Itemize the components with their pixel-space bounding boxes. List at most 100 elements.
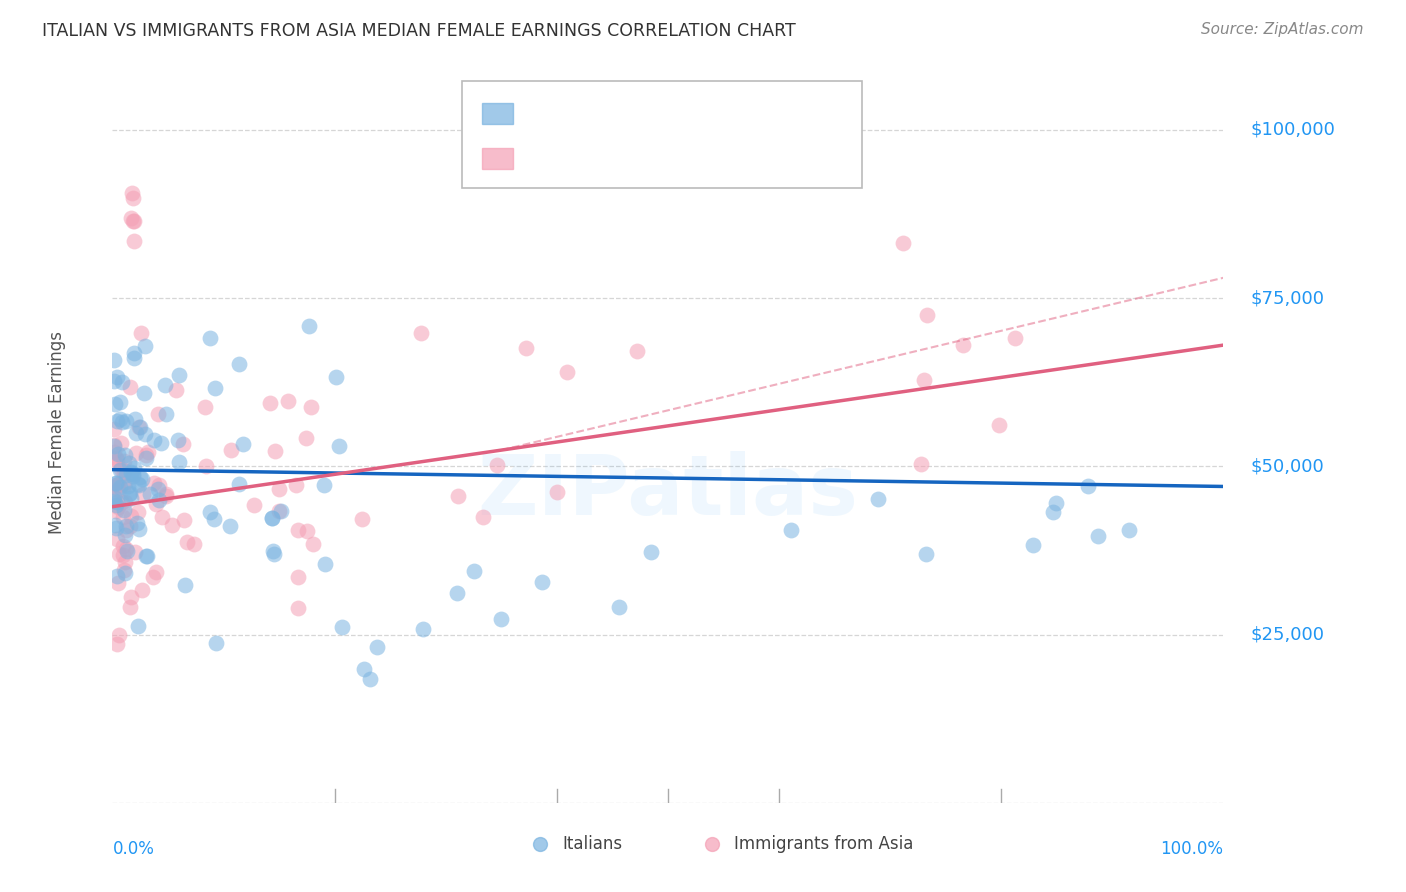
Text: Median Female Earnings: Median Female Earnings (48, 331, 66, 534)
Point (114, 464, 136, 478)
Point (262, 511, 284, 525)
Point (471, 510, 494, 524)
Point (112, 563, 135, 577)
Text: -0.044: -0.044 (593, 104, 658, 122)
Point (105, 532, 128, 546)
Point (122, 234, 145, 248)
Point (108, 628, 131, 642)
Point (115, 519, 138, 533)
Point (555, 365, 578, 379)
Point (1042, 505, 1064, 519)
Point (131, 473, 153, 487)
Point (104, 397, 127, 411)
Point (204, 381, 226, 395)
Point (112, 510, 135, 524)
Point (640, 545, 662, 559)
Point (103, 439, 125, 453)
Point (135, 450, 157, 465)
Point (446, 586, 468, 600)
Point (129, 326, 152, 340)
Point (122, 467, 145, 482)
Point (952, 337, 974, 351)
Point (111, 375, 134, 389)
Point (103, 454, 125, 468)
Point (117, 479, 139, 493)
FancyBboxPatch shape (463, 81, 862, 188)
Point (302, 537, 325, 551)
Point (110, 412, 132, 426)
Point (285, 478, 308, 492)
Point (105, 475, 128, 490)
Point (128, 419, 150, 434)
Point (124, 412, 146, 426)
Point (529, 796, 551, 810)
Point (160, 517, 183, 532)
Text: N =: N = (679, 104, 718, 122)
Point (269, 504, 291, 518)
Text: N =: N = (679, 149, 718, 167)
Text: 103: 103 (740, 149, 778, 167)
Point (122, 345, 145, 359)
Point (118, 379, 141, 393)
Point (108, 463, 131, 477)
Point (194, 400, 217, 414)
Point (145, 565, 167, 579)
Point (121, 186, 143, 201)
Point (105, 451, 128, 466)
Point (103, 444, 125, 458)
Point (115, 467, 138, 482)
Point (155, 487, 177, 501)
Point (110, 436, 132, 450)
Point (115, 541, 138, 556)
Point (117, 543, 139, 558)
Text: Italians: Italians (562, 835, 623, 853)
Point (353, 662, 375, 676)
Point (124, 214, 146, 228)
Point (204, 636, 226, 650)
Point (103, 422, 125, 436)
Point (359, 673, 381, 687)
FancyBboxPatch shape (482, 148, 513, 169)
Point (1045, 496, 1067, 510)
Point (295, 524, 318, 538)
Point (103, 490, 125, 504)
Point (485, 458, 508, 472)
Point (122, 213, 145, 227)
Point (103, 487, 125, 501)
Point (120, 599, 142, 614)
Point (350, 512, 373, 526)
Point (105, 453, 128, 467)
Point (105, 498, 128, 512)
Point (121, 191, 143, 205)
Point (120, 509, 142, 524)
Point (515, 341, 537, 355)
Point (120, 491, 142, 505)
Text: 0.306: 0.306 (593, 149, 651, 167)
Point (287, 523, 309, 537)
Point (118, 487, 141, 501)
Point (145, 497, 167, 511)
Point (298, 318, 321, 333)
Point (132, 385, 155, 400)
Point (105, 370, 128, 384)
Point (626, 343, 648, 358)
Point (780, 524, 803, 538)
Point (607, 599, 630, 614)
Point (172, 437, 194, 451)
Point (111, 415, 134, 429)
Point (127, 618, 149, 632)
Point (104, 478, 127, 492)
Point (221, 442, 243, 457)
Point (112, 454, 135, 468)
Point (176, 535, 198, 549)
Point (131, 582, 153, 597)
Point (262, 510, 284, 524)
Point (120, 466, 142, 480)
Point (125, 425, 148, 440)
Point (105, 568, 128, 582)
Point (127, 505, 149, 519)
Text: 108: 108 (740, 104, 778, 122)
Point (131, 487, 153, 501)
Point (166, 433, 188, 447)
Point (491, 612, 513, 626)
